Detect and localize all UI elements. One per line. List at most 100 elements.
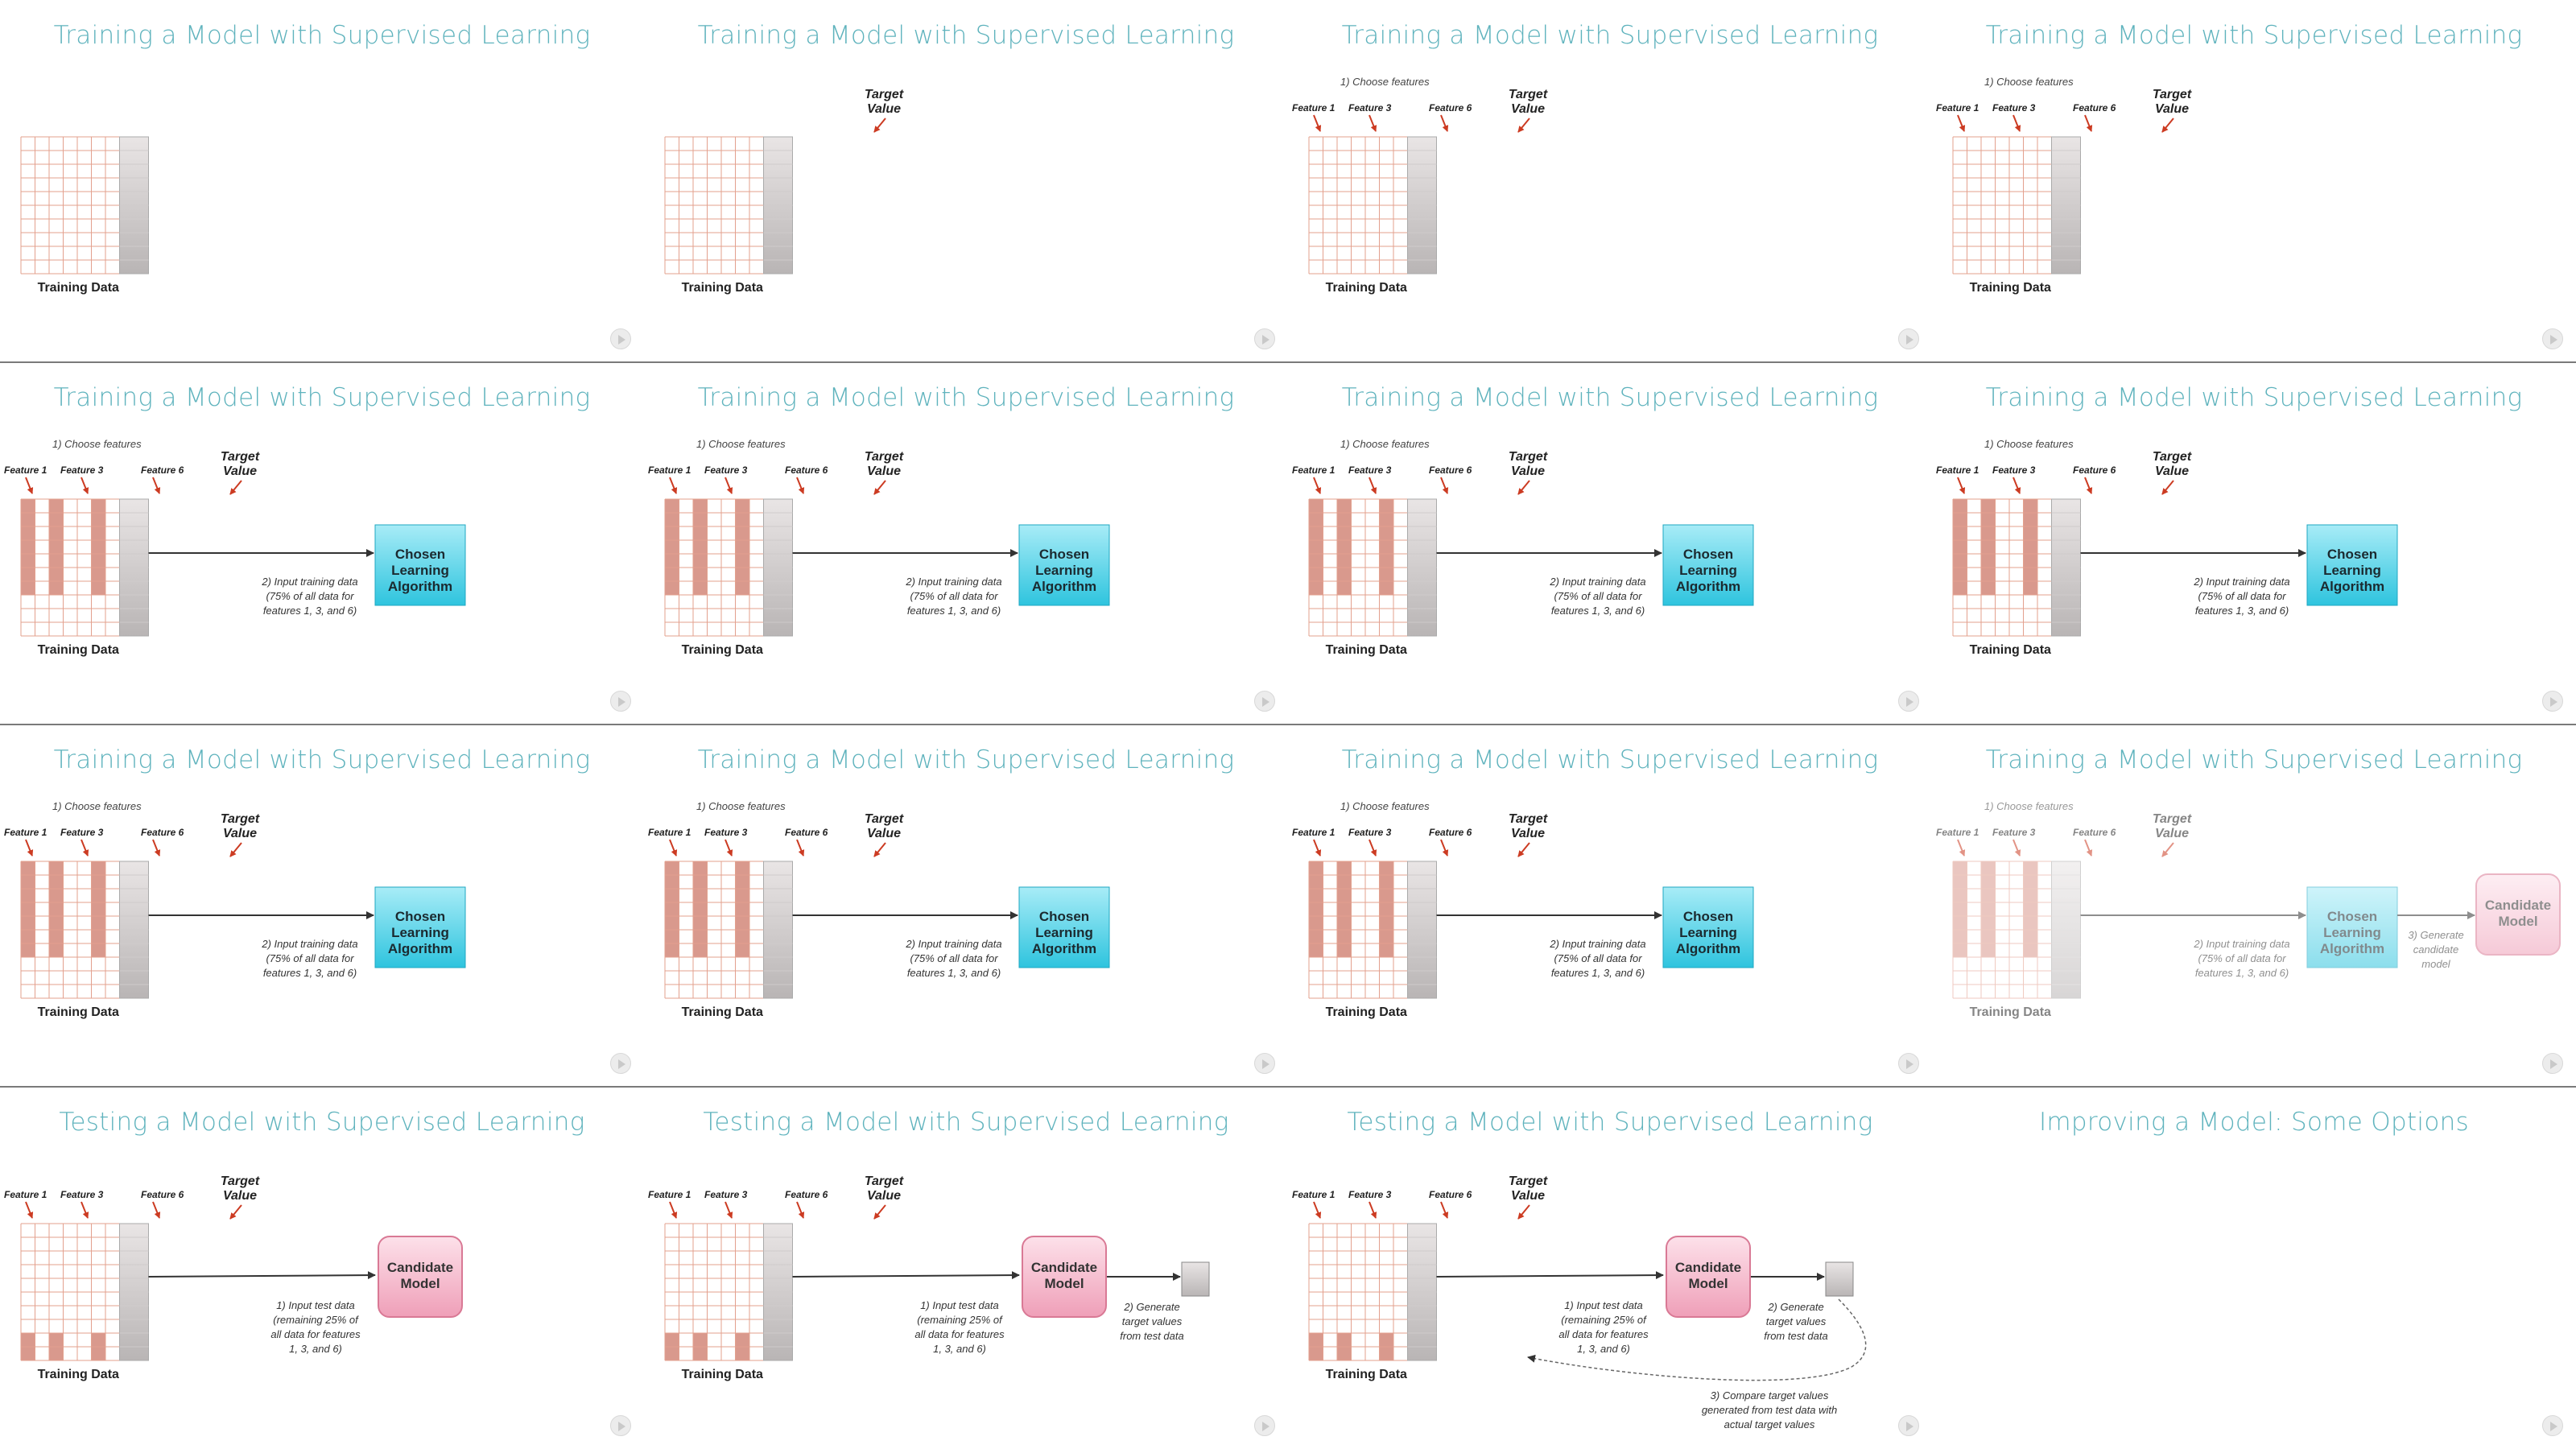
highlighted-feature-column xyxy=(1337,861,1352,957)
slide-thumbnail[interactable]: Training a Model with Supervised Learnin… xyxy=(1288,724,1932,1087)
candidate-model-box xyxy=(1666,1236,1751,1318)
slide-thumbnail[interactable]: Training a Model with Supervised Learnin… xyxy=(1288,362,1932,724)
training-data-grid: Training Data xyxy=(664,861,793,1019)
slide-thumbnail[interactable]: Training a Model with Supervised Learnin… xyxy=(0,0,644,362)
input-training-label: (75% of all data for xyxy=(2198,590,2286,602)
input-test-label: 1) Input test data xyxy=(920,1299,999,1311)
slide-thumbnail[interactable]: Training a Model with Supervised Learnin… xyxy=(644,362,1288,724)
choose-features-label: 1) Choose features xyxy=(696,438,786,450)
algorithm-label: Algorithm xyxy=(2320,941,2384,956)
feature-arrow xyxy=(152,839,161,857)
highlighted-feature-column xyxy=(1309,861,1323,957)
feature-labels: Feature 1 Feature 3 Feature 6 xyxy=(1292,1189,1472,1219)
algorithm-stage: 2) Input training data (75% of all data f… xyxy=(148,886,466,979)
play-icon[interactable] xyxy=(2542,1053,2563,1074)
slide-diagram: Training Data Feature 1 Feature 3 Feature 6… xyxy=(1292,1174,1867,1430)
play-icon[interactable] xyxy=(1898,328,1919,349)
diagram-content: Training Data xyxy=(20,136,149,295)
training-data-label: Training Data xyxy=(1970,281,2051,295)
generated-targets-box xyxy=(1181,1261,1210,1297)
slide-thumbnail[interactable]: Training a Model with Supervised Learnin… xyxy=(644,0,1288,362)
slide-thumbnail[interactable]: Training a Model with Supervised Learnin… xyxy=(1932,362,2576,724)
play-icon[interactable] xyxy=(1254,328,1275,349)
slide-title: Training a Model with Supervised Learnin… xyxy=(1341,383,1879,412)
play-icon[interactable] xyxy=(610,1415,631,1436)
slide-thumbnail[interactable]: Training a Model with Supervised Learnin… xyxy=(1932,0,2576,362)
generate-targets-label: from test data xyxy=(1120,1330,1183,1342)
slide-title: Training a Model with Supervised Learnin… xyxy=(53,383,591,412)
generate-targets-label: 2) Generate xyxy=(1767,1301,1823,1313)
feature-labels: 1) Choose features Feature 1 Feature 3 Feat… xyxy=(1292,76,1472,132)
play-icon[interactable] xyxy=(610,1053,631,1074)
row-divider xyxy=(0,361,2576,363)
slide-thumbnail[interactable]: Training a Model with Supervised Learnin… xyxy=(0,362,644,724)
slide-thumbnail[interactable]: Training a Model with Supervised Learnin… xyxy=(0,724,644,1087)
chosen-algorithm-box xyxy=(1018,886,1110,968)
play-icon[interactable] xyxy=(610,328,631,349)
feature-label: Feature 3 xyxy=(60,827,104,838)
training-data-grid: Training Data xyxy=(1308,1223,1437,1381)
input-training-label: 2) Input training data xyxy=(905,576,1001,588)
candidate-label: Candidate xyxy=(1675,1260,1741,1275)
feature-labels: 1) Choose features Feature 1 Feature 3 Feat… xyxy=(4,800,184,857)
candidate-label: Model xyxy=(1044,1276,1084,1291)
input-training-label: (75% of all data for xyxy=(266,590,354,602)
input-training-label: 2) Input training data xyxy=(1549,576,1645,588)
play-icon[interactable] xyxy=(610,691,631,712)
slide-thumbnail[interactable]: Training a Model with Supervised Learnin… xyxy=(1288,0,1932,362)
play-icon[interactable] xyxy=(2542,691,2563,712)
feature-arrow xyxy=(1957,839,1966,857)
play-icon[interactable] xyxy=(1254,1053,1275,1074)
feature-arrow xyxy=(1368,477,1377,494)
target-label: Target xyxy=(2153,812,2192,826)
slide-thumbnail[interactable]: Training a Model with Supervised Learnin… xyxy=(644,724,1288,1087)
slide-thumbnail[interactable]: Testing a Model with Supervised Learning… xyxy=(0,1087,644,1449)
generated-targets-box xyxy=(1825,1261,1854,1297)
feature-arrow xyxy=(1313,1201,1322,1219)
slide-thumbnail[interactable]: Improving a Model: Some Options xyxy=(1932,1087,2576,1449)
play-icon[interactable] xyxy=(1898,1053,1919,1074)
target-label: Target xyxy=(865,450,904,464)
feature-arrow xyxy=(2084,114,2093,132)
play-icon[interactable] xyxy=(1254,1415,1275,1436)
input-training-label: (75% of all data for xyxy=(266,952,354,964)
target-label: Value xyxy=(223,827,257,840)
feature-label: Feature 1 xyxy=(1292,827,1335,838)
slide-thumbnail[interactable]: Testing a Model with Supervised Learning… xyxy=(1288,1087,1932,1449)
slide-title: Training a Model with Supervised Learnin… xyxy=(1985,745,2523,774)
feature-label: Feature 6 xyxy=(1429,827,1472,838)
feature-arrow xyxy=(724,477,733,494)
chosen-algorithm-box xyxy=(1018,524,1110,606)
feature-label: Feature 1 xyxy=(648,1189,691,1200)
highlighted-feature-column xyxy=(735,499,749,595)
generate-targets-label: from test data xyxy=(1764,1330,1827,1342)
play-icon[interactable] xyxy=(1898,691,1919,712)
feature-label: Feature 6 xyxy=(785,827,828,838)
feature-label: Feature 3 xyxy=(1348,102,1392,114)
slide-diagram: Training Data 1) Choose features Feature 1… xyxy=(1292,800,1754,1019)
play-icon[interactable] xyxy=(2542,328,2563,349)
algorithm-label: Algorithm xyxy=(2320,579,2384,594)
algorithm-label: Chosen xyxy=(2327,547,2377,562)
target-label: Target xyxy=(2153,88,2192,101)
feature-arrow xyxy=(1313,839,1322,857)
slide-thumbnail[interactable]: Training a Model with Supervised Learnin… xyxy=(1932,724,2576,1087)
training-data-label: Training Data xyxy=(38,281,119,295)
candidate-model-box xyxy=(378,1236,463,1318)
choose-features-label: 1) Choose features xyxy=(52,438,142,450)
choose-features-label: 1) Choose features xyxy=(1984,76,2074,88)
play-icon[interactable] xyxy=(1898,1415,1919,1436)
input-training-label: (75% of all data for xyxy=(2198,952,2286,964)
slide-title: Improving a Model: Some Options xyxy=(2038,1108,2469,1137)
play-icon[interactable] xyxy=(1254,691,1275,712)
play-icon[interactable] xyxy=(2542,1415,2563,1436)
feature-label: Feature 6 xyxy=(2073,102,2116,114)
chosen-algorithm-box xyxy=(374,886,466,968)
slide-thumbnail[interactable]: Testing a Model with Supervised Learning… xyxy=(644,1087,1288,1449)
input-training-label: 2) Input training data xyxy=(261,576,357,588)
